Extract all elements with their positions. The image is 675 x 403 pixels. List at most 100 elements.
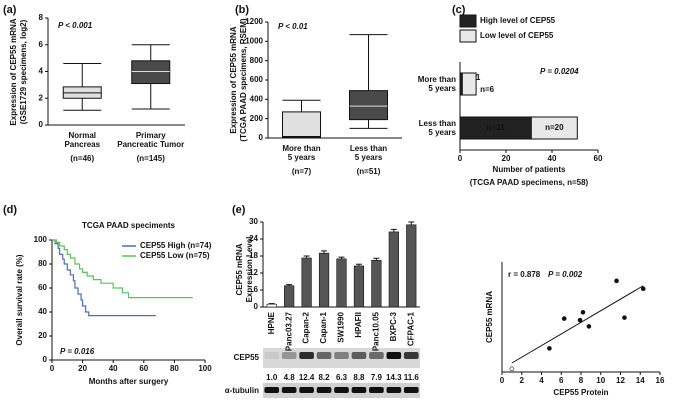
box xyxy=(131,60,171,85)
y-axis-label: CEP55 mRNA xyxy=(235,243,244,295)
x-tick-label: More than xyxy=(282,144,320,153)
x-tick-label: SW1990 xyxy=(337,311,346,342)
panel-label: (e) xyxy=(232,204,246,216)
value-label: n=31 xyxy=(486,123,505,132)
fit-line xyxy=(511,285,644,364)
bar xyxy=(266,303,277,308)
y-axis-label: Expression of CEP55 mRNA xyxy=(229,26,238,133)
x-tick-label: 2 xyxy=(520,376,525,385)
x-tick-label: Panc03.27 xyxy=(284,311,293,351)
x-tick-label: Capan-1 xyxy=(319,311,328,343)
protein-label: 8.2 xyxy=(318,373,330,382)
legend-label: Low level of CEP55 xyxy=(480,31,554,40)
tubulin-band xyxy=(316,387,332,393)
point xyxy=(586,324,592,329)
tubulin-band xyxy=(351,387,367,393)
x-tick-label: Normal xyxy=(68,131,96,140)
x-tick-label: Primary xyxy=(136,131,166,140)
y-tick-label: 2 xyxy=(39,93,44,102)
y-axis-label: (TCGA PAAD specimens, RSEM) xyxy=(239,18,248,141)
bar xyxy=(353,265,365,308)
y-tick-label: 18 xyxy=(249,251,258,260)
x-axis-label: CEP55 Protein xyxy=(553,388,608,397)
x-tick-label: Capan-2 xyxy=(302,311,311,343)
x-tick-label: 10 xyxy=(596,376,605,385)
bar xyxy=(388,231,399,308)
x-tick-label: 80 xyxy=(170,364,179,373)
blot-band xyxy=(316,352,332,359)
annotation: r = 0.878 xyxy=(508,270,541,279)
x-tick-label: Panc10.05 xyxy=(371,311,380,351)
annotation: P < 0.01 xyxy=(278,22,308,31)
tubulin-band xyxy=(299,387,314,393)
blot-band xyxy=(369,352,384,359)
legend-label: High level of CEP55 xyxy=(480,16,556,25)
x-tick-label: 5 years xyxy=(288,153,316,162)
bar xyxy=(284,285,295,308)
x-tick-label: 0 xyxy=(458,154,463,163)
y-axis-label: Overall survival rate (%) xyxy=(15,254,24,345)
x-tick-label: 0 xyxy=(500,376,505,385)
tubulin-band xyxy=(386,387,402,393)
panel-label: (a) xyxy=(3,4,17,16)
x-tick-label: 0 xyxy=(50,364,55,373)
legend-label: CEP55 High (n=74) xyxy=(140,241,212,250)
x-tick-label: Less than xyxy=(350,144,387,153)
x-tick-label: 20 xyxy=(78,364,87,373)
y-tick-label: 0 xyxy=(254,302,259,311)
x-tick-label: Pancreatic Tumor xyxy=(117,140,184,149)
point xyxy=(614,278,619,284)
bar xyxy=(336,258,347,308)
bar xyxy=(301,257,312,308)
x-tick-label: HPAFII xyxy=(354,312,363,338)
y-tick-label: 0 xyxy=(39,120,44,129)
x-tick-label: BXPC-3 xyxy=(389,311,398,341)
x-tick-label: 40 xyxy=(109,364,118,373)
x-tick-label: 4 xyxy=(539,376,544,385)
y-tick-label: 24 xyxy=(249,234,258,243)
legend-label: CEP55 Low (n=75) xyxy=(140,251,210,260)
x-tick-label: 12 xyxy=(616,376,625,385)
point xyxy=(561,316,567,321)
tubulin-band xyxy=(264,387,280,393)
point xyxy=(622,315,627,320)
bar xyxy=(461,72,477,96)
y-axis-label: (GSE1729 specimens, log2) xyxy=(19,19,28,124)
panel-label: (c) xyxy=(452,4,466,16)
y-tick-label: 0 xyxy=(259,133,264,142)
tubulin-band xyxy=(403,387,419,393)
annotation: P = 0.0204 xyxy=(540,67,579,76)
y-tick-label: 1000 xyxy=(245,36,263,45)
x-tick-label: 16 xyxy=(656,376,665,385)
tubulin-band xyxy=(281,387,297,393)
value-label: n=6 xyxy=(480,85,495,94)
y-axis-label: CEP55 mRNA xyxy=(485,291,494,343)
bar xyxy=(530,116,578,140)
x-tick-label: 5 years xyxy=(355,153,383,162)
legend-swatch xyxy=(459,29,477,43)
y-tick-label: 8 xyxy=(39,13,44,22)
y-tick-label: 400 xyxy=(250,94,264,103)
point xyxy=(580,309,586,315)
x-tick-label: 60 xyxy=(139,364,148,373)
blot-band xyxy=(386,352,402,359)
y-axis-label: Expression of CEP55 mRNA xyxy=(9,18,18,125)
blot-band xyxy=(334,352,349,359)
box xyxy=(282,111,321,139)
protein-label: 7.9 xyxy=(371,373,383,382)
tubulin-band xyxy=(369,387,384,393)
n-label: (n=51) xyxy=(357,167,381,176)
blot-band xyxy=(264,352,280,359)
point xyxy=(509,366,515,372)
y-tick-label: 4 xyxy=(39,67,44,76)
y-tick-label: 30 xyxy=(249,217,258,226)
n-label: (n=7) xyxy=(292,167,312,176)
x-tick-label: 100 xyxy=(198,364,212,373)
blot-band xyxy=(403,352,419,359)
y-tick-label: 60 xyxy=(38,283,47,292)
x-tick-label: CFPAC-1 xyxy=(406,311,415,346)
y-tick-label: 20 xyxy=(38,331,47,340)
blot-band xyxy=(351,352,367,359)
chart-title: TCGA PAAD speciments xyxy=(82,221,175,230)
